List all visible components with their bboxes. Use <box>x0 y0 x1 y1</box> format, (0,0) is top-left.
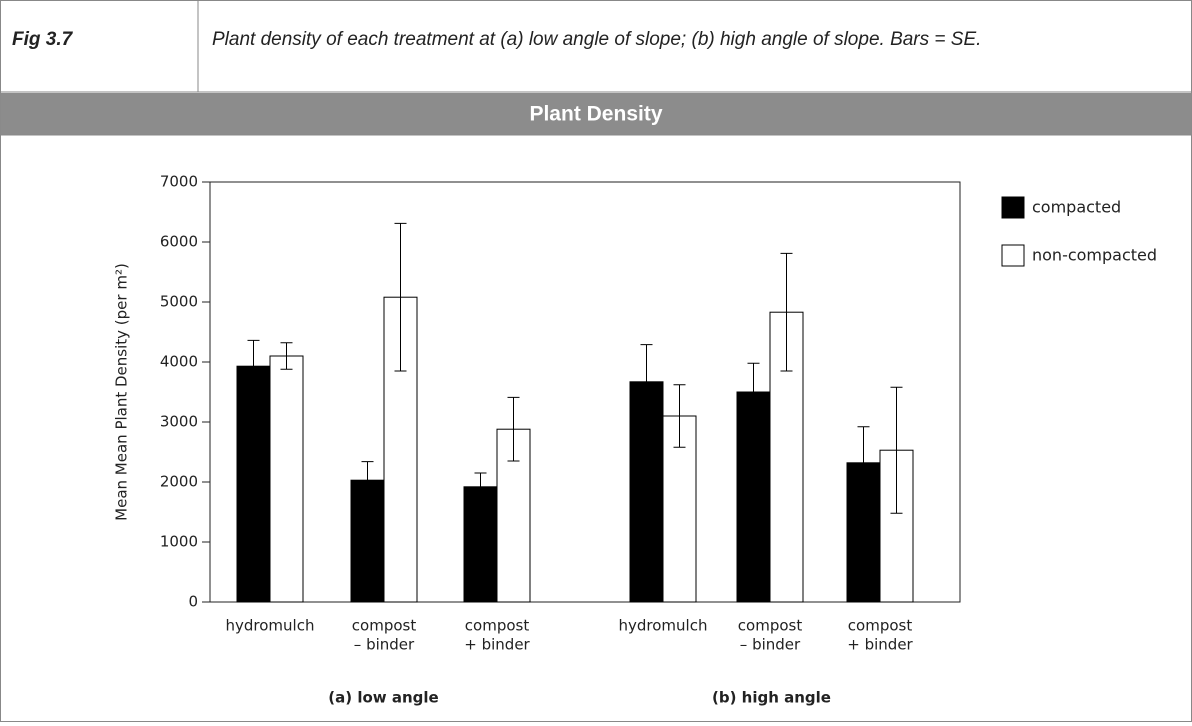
legend-swatch <box>1001 244 1025 267</box>
error-bar <box>780 252 793 372</box>
group-label: (b) high angle <box>712 689 831 707</box>
chart-title: Plant Density <box>529 103 662 126</box>
x-tick-label: compost <box>465 617 530 635</box>
legend-label: non-compacted <box>1032 246 1157 265</box>
bar <box>269 355 304 603</box>
caption: Plant density of each treatment at (a) l… <box>212 29 981 50</box>
x-tick-label: hydromulch <box>619 617 708 635</box>
error-bar <box>747 362 760 422</box>
x-tick-label: – binder <box>740 636 801 654</box>
bar <box>350 479 385 603</box>
x-tick-label: compost <box>738 617 803 635</box>
bar <box>736 391 771 603</box>
bar <box>463 486 498 603</box>
error-bar <box>640 344 653 420</box>
error-bar <box>247 339 260 393</box>
error-bar <box>507 396 520 462</box>
y-tick-label: 2000 <box>160 473 198 491</box>
x-tick-label: compost <box>352 617 417 635</box>
y-tick-label: 3000 <box>160 413 198 431</box>
error-bar <box>857 426 870 500</box>
y-axis-label: Mean Mean Plant Density (per m²) <box>113 263 131 521</box>
error-bar <box>890 386 903 514</box>
error-bar <box>474 472 487 502</box>
x-tick-label: + binder <box>847 636 913 654</box>
figure-label: Fig 3.7 <box>12 29 74 50</box>
y-tick-label: 1000 <box>160 533 198 551</box>
bar <box>236 365 271 603</box>
y-tick-label: 0 <box>188 593 198 611</box>
x-tick-label: compost <box>848 617 913 635</box>
error-bar <box>280 342 293 370</box>
x-tick-label: hydromulch <box>226 617 315 635</box>
y-tick-label: 4000 <box>160 353 198 371</box>
y-tick-label: 7000 <box>160 173 198 191</box>
plot-frame <box>209 181 961 603</box>
header-bar <box>0 93 1192 135</box>
x-tick-label: + binder <box>464 636 530 654</box>
x-tick-label: – binder <box>354 636 415 654</box>
legend-swatch <box>1001 196 1025 219</box>
group-label: (a) low angle <box>328 689 438 707</box>
error-bar <box>394 222 407 372</box>
y-tick-label: 6000 <box>160 233 198 251</box>
y-tick-label: 5000 <box>160 293 198 311</box>
error-bar <box>361 461 374 500</box>
legend-label: compacted <box>1032 198 1121 217</box>
error-bar <box>673 384 686 448</box>
